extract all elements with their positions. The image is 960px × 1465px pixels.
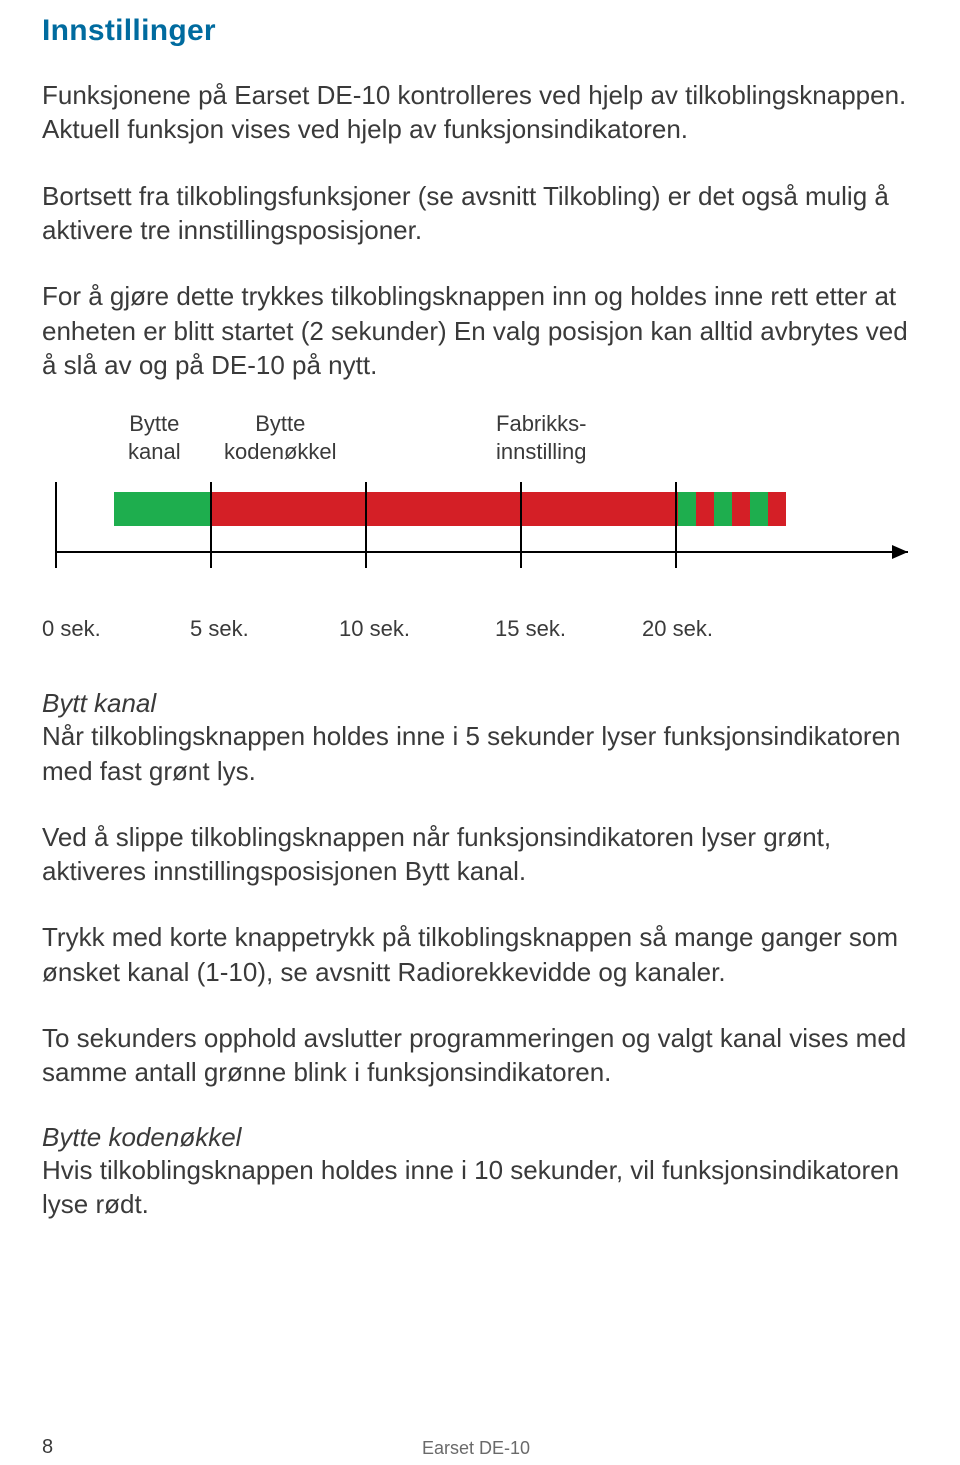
label-line: kanal: [128, 439, 181, 464]
section-paragraph: Ved å slippe tilkoblingsknappen når funk…: [42, 820, 910, 889]
timeline-label-bytte-kodenokkel: Bytte kodenøkkel: [224, 410, 337, 465]
label-line: Fabrikks-: [496, 411, 586, 436]
timeline-chart: Bytte kanal Bytte kodenøkkel Fabrikks- i…: [42, 410, 910, 644]
timeline-svg: [42, 482, 922, 606]
section-heading-bytte-kodenokkel: Bytte kodenøkkel: [42, 1122, 910, 1153]
intro-paragraph-1: Funksjonene på Earset DE-10 kontrolleres…: [42, 78, 910, 147]
label-line: kodenøkkel: [224, 439, 337, 464]
axis-label-1: 5 sek.: [190, 616, 249, 642]
timeline-label-bytte-kanal: Bytte kanal: [128, 410, 181, 465]
footer-model-name: Earset DE-10: [422, 1438, 530, 1459]
label-line: innstilling: [496, 439, 587, 464]
timeline-axis-labels: 0 sek. 5 sek. 10 sek. 15 sek. 20 sek.: [42, 616, 902, 644]
page-title: Innstillinger: [42, 14, 910, 48]
section-heading-bytt-kanal: Bytt kanal: [42, 688, 910, 719]
axis-label-4: 20 sek.: [642, 616, 713, 642]
section-paragraph: Hvis tilkoblingsknappen holdes inne i 10…: [42, 1153, 910, 1222]
axis-label-3: 15 sek.: [495, 616, 566, 642]
section-paragraph: Trykk med korte knappetrykk på tilkoblin…: [42, 920, 910, 989]
section-paragraph: Når tilkoblingsknappen holdes inne i 5 s…: [42, 719, 910, 788]
intro-paragraph-2: Bortsett fra tilkoblingsfunksjoner (se a…: [42, 179, 910, 248]
intro-paragraph-3: For å gjøre dette trykkes tilkoblingskna…: [42, 279, 910, 382]
section-paragraph: To sekunders opphold avslutter programme…: [42, 1021, 910, 1090]
label-line: Bytte: [255, 411, 305, 436]
timeline-label-fabrikksinnstilling: Fabrikks- innstilling: [496, 410, 587, 465]
label-line: Bytte: [129, 411, 179, 436]
axis-label-2: 10 sek.: [339, 616, 410, 642]
footer-page-number: 8: [42, 1436, 53, 1459]
timeline-top-labels: Bytte kanal Bytte kodenøkkel Fabrikks- i…: [122, 410, 910, 476]
page-footer: 8 Earset DE-10: [42, 1433, 910, 1459]
axis-label-0: 0 sek.: [42, 616, 101, 642]
